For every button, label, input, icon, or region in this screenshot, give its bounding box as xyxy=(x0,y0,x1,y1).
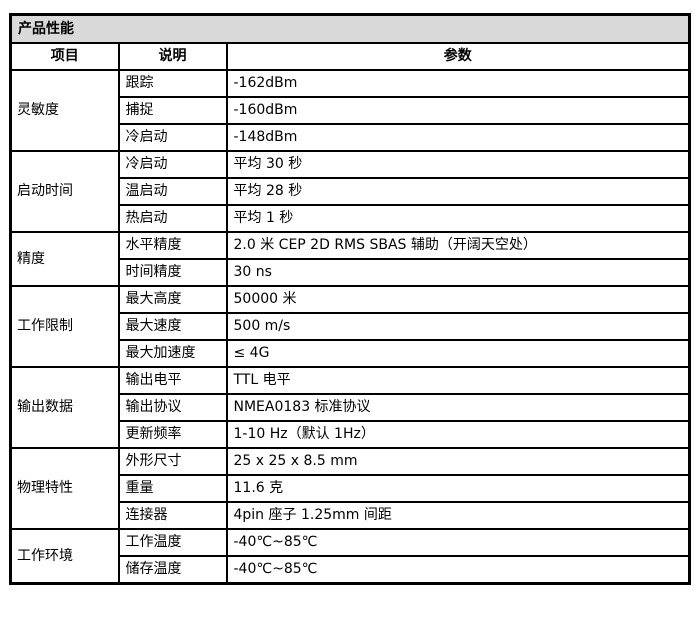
table-row: 工作限制 最大高度 50000 米 xyxy=(9,285,691,368)
group-name-cell: 输出数据 xyxy=(9,366,120,449)
description-cell: 最大速度 xyxy=(117,312,228,341)
table-row: 捕捉 -160dBm xyxy=(11,96,691,125)
parameter-cell: 平均 1 秒 xyxy=(225,204,691,233)
description-cell: 时间精度 xyxy=(117,258,228,287)
group-name-cell: 启动时间 xyxy=(9,150,120,233)
table-row: 热启动 平均 1 秒 xyxy=(11,204,691,233)
group-name-cell: 物理特性 xyxy=(9,447,120,530)
description-cell: 更新频率 xyxy=(117,420,228,449)
description-cell: 输出电平 xyxy=(117,366,228,395)
table-row: 储存温度 -40℃~85℃ xyxy=(11,555,691,585)
description-cell: 水平精度 xyxy=(117,231,228,260)
description-cell: 连接器 xyxy=(117,501,228,530)
group-name-cell: 灵敏度 xyxy=(9,69,120,152)
table-body: 灵敏度 跟踪 -162dBm 捕捉 -160dBm 冷启动 -148dBm 启动时间 冷启动 平均… xyxy=(9,69,691,585)
parameter-cell: -148dBm xyxy=(225,123,691,152)
description-cell: 捕捉 xyxy=(117,96,228,125)
parameter-cell: 平均 28 秒 xyxy=(225,177,691,206)
product-performance-table: 产品性能 项目 说明 参数 灵敏度 跟踪 -162dBm 捕捉 -160dBm 冷启动 -1… xyxy=(9,13,691,585)
header-parameter: 参数 xyxy=(225,42,691,71)
description-cell: 输出协议 xyxy=(117,393,228,422)
table-row: 精度 水平精度 2.0 米 CEP 2D RMS SBAS 辅助（开阔天空处） xyxy=(9,231,691,287)
group-name-cell: 精度 xyxy=(9,231,120,287)
description-cell: 重量 xyxy=(117,474,228,503)
description-cell: 外形尺寸 xyxy=(117,447,228,476)
parameter-cell: 25 x 25 x 8.5 mm xyxy=(225,447,691,476)
description-cell: 储存温度 xyxy=(117,555,228,585)
parameter-cell: 30 ns xyxy=(225,258,691,287)
table-row: 工作环境 工作温度 -40℃~85℃ xyxy=(9,528,691,585)
description-cell: 温启动 xyxy=(117,177,228,206)
table-row: 更新频率 1-10 Hz（默认 1Hz） xyxy=(11,420,691,449)
parameter-cell: NMEA0183 标准协议 xyxy=(225,393,691,422)
parameter-cell: 500 m/s xyxy=(225,312,691,341)
parameter-cell: -40℃~85℃ xyxy=(225,528,691,557)
table-row: 输出数据 输出电平 TTL 电平 xyxy=(9,366,691,449)
table-row: 重量 11.6 克 xyxy=(11,474,691,503)
parameter-cell: 2.0 米 CEP 2D RMS SBAS 辅助（开阔天空处） xyxy=(225,231,691,260)
table-row: 灵敏度 跟踪 -162dBm xyxy=(9,69,691,152)
description-cell: 最大高度 xyxy=(117,285,228,314)
description-cell: 冷启动 xyxy=(117,150,228,179)
table-row: 连接器 4pin 座子 1.25mm 间距 xyxy=(11,501,691,530)
parameter-cell: -40℃~85℃ xyxy=(225,555,691,585)
table-row: 温启动 平均 28 秒 xyxy=(11,177,691,206)
group-name-cell: 工作限制 xyxy=(9,285,120,368)
group-name-cell: 工作环境 xyxy=(9,528,120,585)
description-cell: 最大加速度 xyxy=(117,339,228,368)
description-cell: 热启动 xyxy=(117,204,228,233)
table-row: 冷启动 -148dBm xyxy=(11,123,691,152)
parameter-cell: -160dBm xyxy=(225,96,691,125)
table-row: 最大加速度 ≤ 4G xyxy=(11,339,691,368)
table-title: 产品性能 xyxy=(9,13,691,44)
parameter-cell: TTL 电平 xyxy=(225,366,691,395)
parameter-cell: 平均 30 秒 xyxy=(225,150,691,179)
header-description: 说明 xyxy=(117,42,228,71)
parameter-cell: 1-10 Hz（默认 1Hz） xyxy=(225,420,691,449)
header-item: 项目 xyxy=(9,42,120,71)
table-row: 时间精度 30 ns xyxy=(11,258,691,287)
table-row: 启动时间 冷启动 平均 30 秒 xyxy=(9,150,691,233)
parameter-cell: 50000 米 xyxy=(225,285,691,314)
table-row: 物理特性 外形尺寸 25 x 25 x 8.5 mm xyxy=(9,447,691,530)
parameter-cell: 4pin 座子 1.25mm 间距 xyxy=(225,501,691,530)
description-cell: 工作温度 xyxy=(117,528,228,557)
description-cell: 冷启动 xyxy=(117,123,228,152)
parameter-cell: 11.6 克 xyxy=(225,474,691,503)
description-cell: 跟踪 xyxy=(117,69,228,98)
table-row: 最大速度 500 m/s xyxy=(11,312,691,341)
parameter-cell: ≤ 4G xyxy=(225,339,691,368)
parameter-cell: -162dBm xyxy=(225,69,691,98)
table-row: 输出协议 NMEA0183 标准协议 xyxy=(11,393,691,422)
